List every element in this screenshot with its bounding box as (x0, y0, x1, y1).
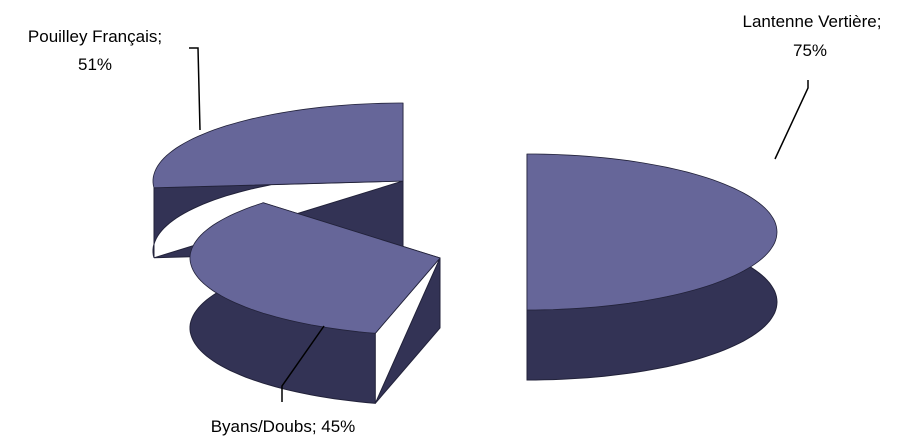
slice-byans-doubs-top (189, 202, 441, 334)
slice-lantenne-vertiere-top (526, 153, 778, 311)
slice-lantenne-vertiere (526, 153, 778, 381)
slice-byans-doubs (189, 202, 441, 404)
leader-line-byans-doubs (281, 325, 325, 402)
label-byans-doubs: Byans/Doubs; 45% (211, 417, 356, 436)
label-pouilley-francais-value: 51% (78, 55, 112, 74)
label-lantenne-vertiere-value: 75% (793, 41, 827, 60)
label-pouilley-francais-name: Pouilley Français; (28, 27, 162, 46)
leader-line-pouilley-francais (189, 47, 201, 131)
label-lantenne-vertiere-name: Lantenne Vertière; (743, 12, 882, 31)
slice-pouilley-francais (152, 102, 404, 259)
slice-pouilley-francais-top (152, 102, 404, 189)
leader-line-lantenne-vertiere (774, 80, 809, 160)
